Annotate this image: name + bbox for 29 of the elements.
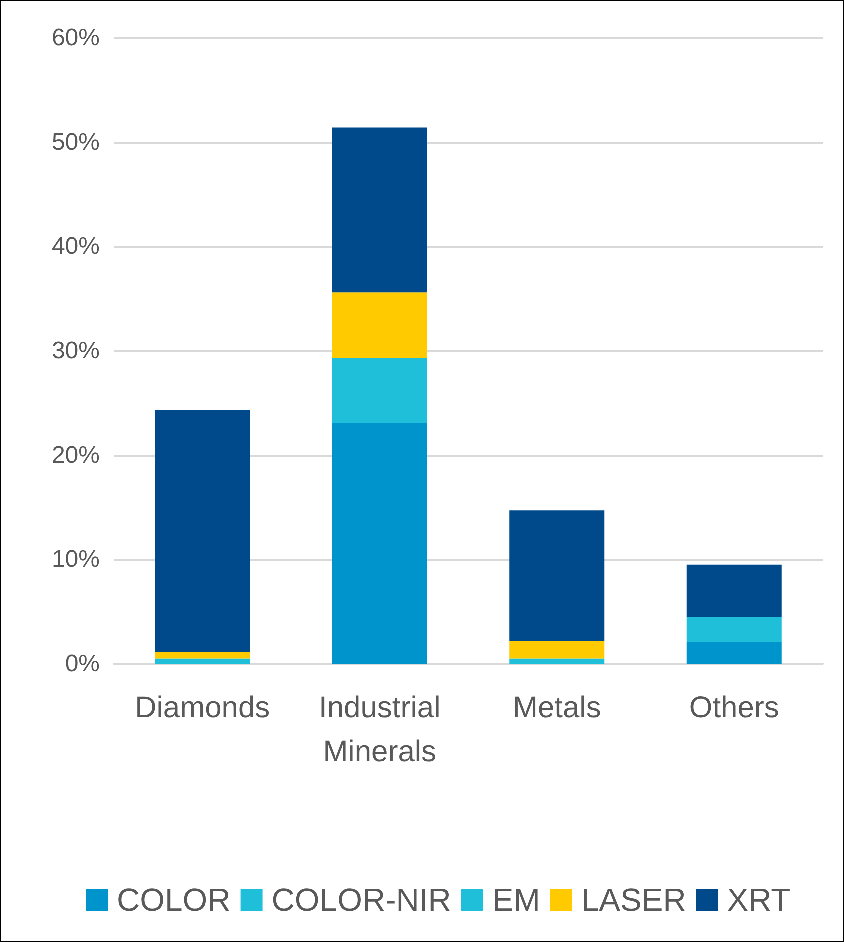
bar <box>332 358 428 423</box>
bar <box>332 292 428 358</box>
x-tick-label: Others <box>689 692 780 724</box>
legend-label: XRT <box>727 882 791 918</box>
bar <box>332 128 428 293</box>
legend-label: EM <box>492 882 540 918</box>
y-tick-label: 40% <box>52 233 100 260</box>
y-tick-label: 10% <box>52 546 100 574</box>
y-tick-label: 60% <box>52 24 100 52</box>
y-tick-label: 30% <box>52 338 100 364</box>
bar <box>155 410 250 653</box>
bar <box>155 658 250 664</box>
bar <box>686 617 782 642</box>
bar <box>155 652 250 659</box>
bar <box>332 422 428 664</box>
x-tick-label: Diamonds <box>135 692 270 724</box>
legend-label: COLOR <box>117 882 231 918</box>
legend-label: COLOR-NIR <box>272 882 452 918</box>
y-tick-label: 20% <box>52 442 100 469</box>
bar <box>510 510 605 642</box>
y-tick-label: 0% <box>65 650 100 678</box>
x-tick-label: Metals <box>512 692 602 724</box>
x-tick-label: Industrial Minerals <box>319 692 441 768</box>
bar <box>686 564 782 618</box>
legend-label: LASER <box>581 882 686 918</box>
bar <box>686 642 782 664</box>
y-tick-label: 50% <box>52 128 100 156</box>
bar <box>510 641 605 659</box>
bar <box>510 658 605 664</box>
